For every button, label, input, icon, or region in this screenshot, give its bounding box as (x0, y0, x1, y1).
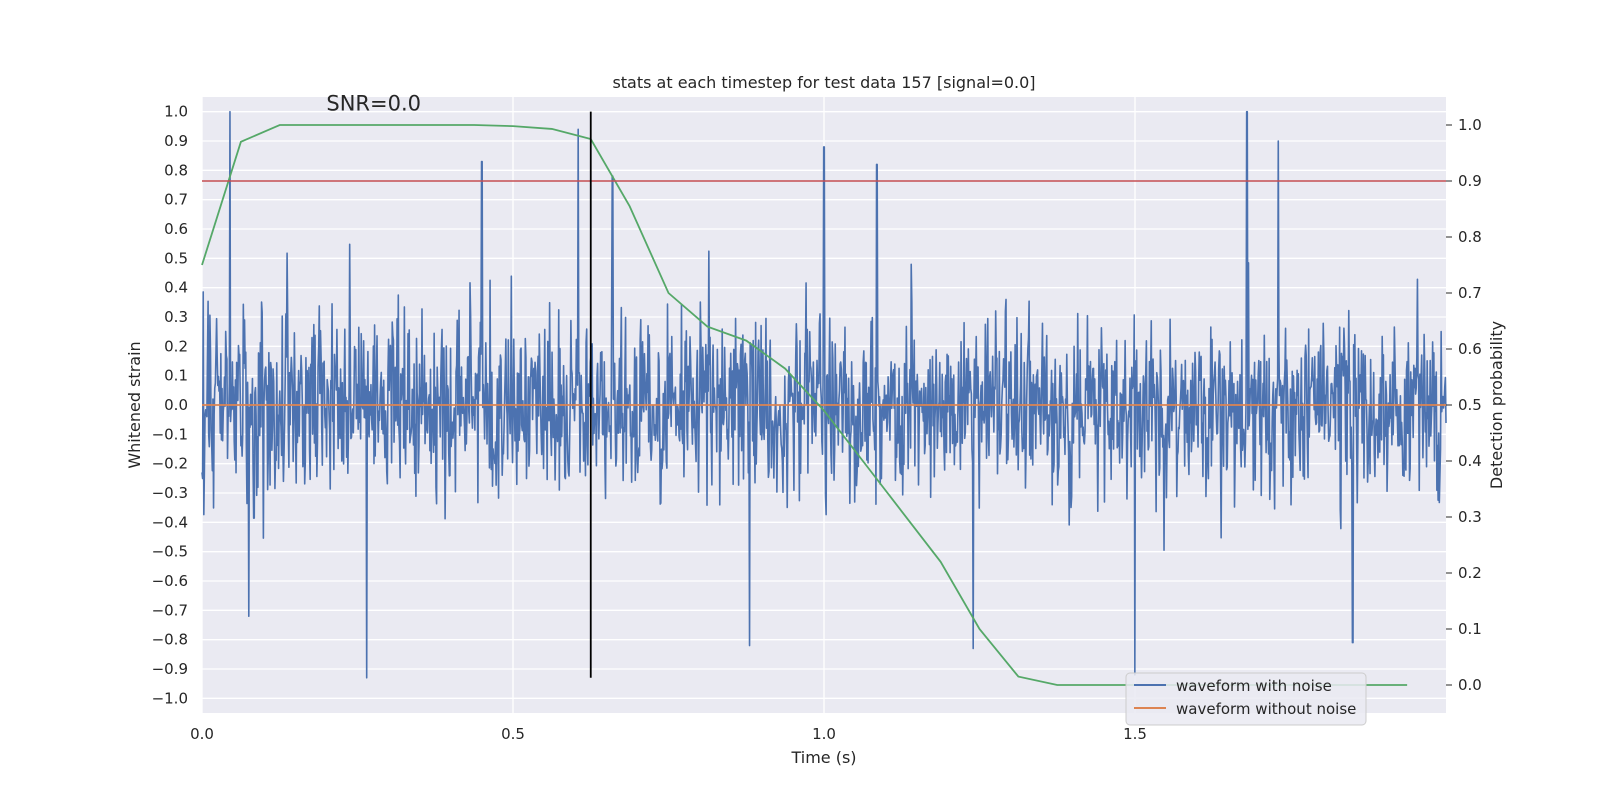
y-tick-label-left: 0.1 (164, 367, 188, 385)
y-tick-label-right: 0.5 (1458, 396, 1482, 414)
y-tick-label-right: 0.2 (1458, 564, 1482, 582)
legend-box (1125, 672, 1367, 726)
x-tick-label: 0.5 (501, 725, 525, 743)
series-waveform-with-noise (201, 110, 1447, 679)
x-tick-label: 0.0 (190, 725, 214, 743)
y-tick-label-left: −0.1 (152, 425, 188, 443)
x-tick-label: 1.0 (812, 725, 836, 743)
waveform-with-noise-line (201, 110, 1447, 679)
snr-annotation: SNR=0.0 (326, 92, 421, 116)
y-tick-label-left: −0.4 (152, 513, 188, 531)
y-tick-label-left: 0.9 (164, 132, 188, 150)
y-tick-label-right: 0.4 (1458, 452, 1482, 470)
legend: waveform with noise waveform without noi… (1125, 672, 1367, 726)
y-tick-label-left: 0.7 (164, 191, 188, 209)
y-tick-label-left: 0.5 (164, 249, 188, 267)
y-tick-label-right: 0.9 (1458, 172, 1482, 190)
y-tick-label-left: 1.0 (164, 103, 188, 121)
y-tick-label-left: 0.0 (164, 396, 188, 414)
y-axis-label-left: Whitened strain (125, 341, 144, 468)
legend-label-with-noise: waveform with noise (1176, 677, 1332, 695)
y-tick-label-left: −0.3 (152, 484, 188, 502)
x-tick-label: 1.5 (1123, 725, 1147, 743)
y-tick-label-left: −0.9 (152, 660, 188, 678)
y-tick-label-left: −0.6 (152, 572, 188, 590)
y-tick-label-left: 0.4 (164, 279, 188, 297)
y-tick-label-right: 0.0 (1458, 676, 1482, 694)
y-tick-label-left: −0.7 (152, 601, 188, 619)
y-tick-label-left: 0.8 (164, 161, 188, 179)
y-tick-label-right: 0.3 (1458, 508, 1482, 526)
y-tick-label-right: 0.1 (1458, 620, 1482, 638)
y-tick-label-right: 0.7 (1458, 284, 1482, 302)
y-tick-label-left: 0.6 (164, 220, 188, 238)
x-axis-label: Time (s) (790, 748, 856, 767)
y-tick-label-left: 0.2 (164, 337, 188, 355)
y-tick-label-left: −0.5 (152, 543, 188, 561)
legend-label-without-noise: waveform without noise (1176, 700, 1356, 718)
y-tick-label-left: 0.3 (164, 308, 188, 326)
y-axis-label-right: Detection probability (1487, 321, 1506, 489)
y-tick-label-right: 0.8 (1458, 228, 1482, 246)
y-tick-label-right: 1.0 (1458, 116, 1482, 134)
axes: 0.0 0.5 1.0 1.5 1.0 0.9 0.8 0.7 0.6 0.5 0.4 0.3 0.2 0… (152, 103, 1482, 743)
chart-title: stats at each timestep for test data 157… (612, 73, 1035, 92)
y-tick-label-left: −1.0 (152, 689, 188, 707)
y-tick-label-left: −0.8 (152, 631, 188, 649)
y-tick-label-left: −0.2 (152, 455, 188, 473)
y-tick-label-right: 0.6 (1458, 340, 1482, 358)
